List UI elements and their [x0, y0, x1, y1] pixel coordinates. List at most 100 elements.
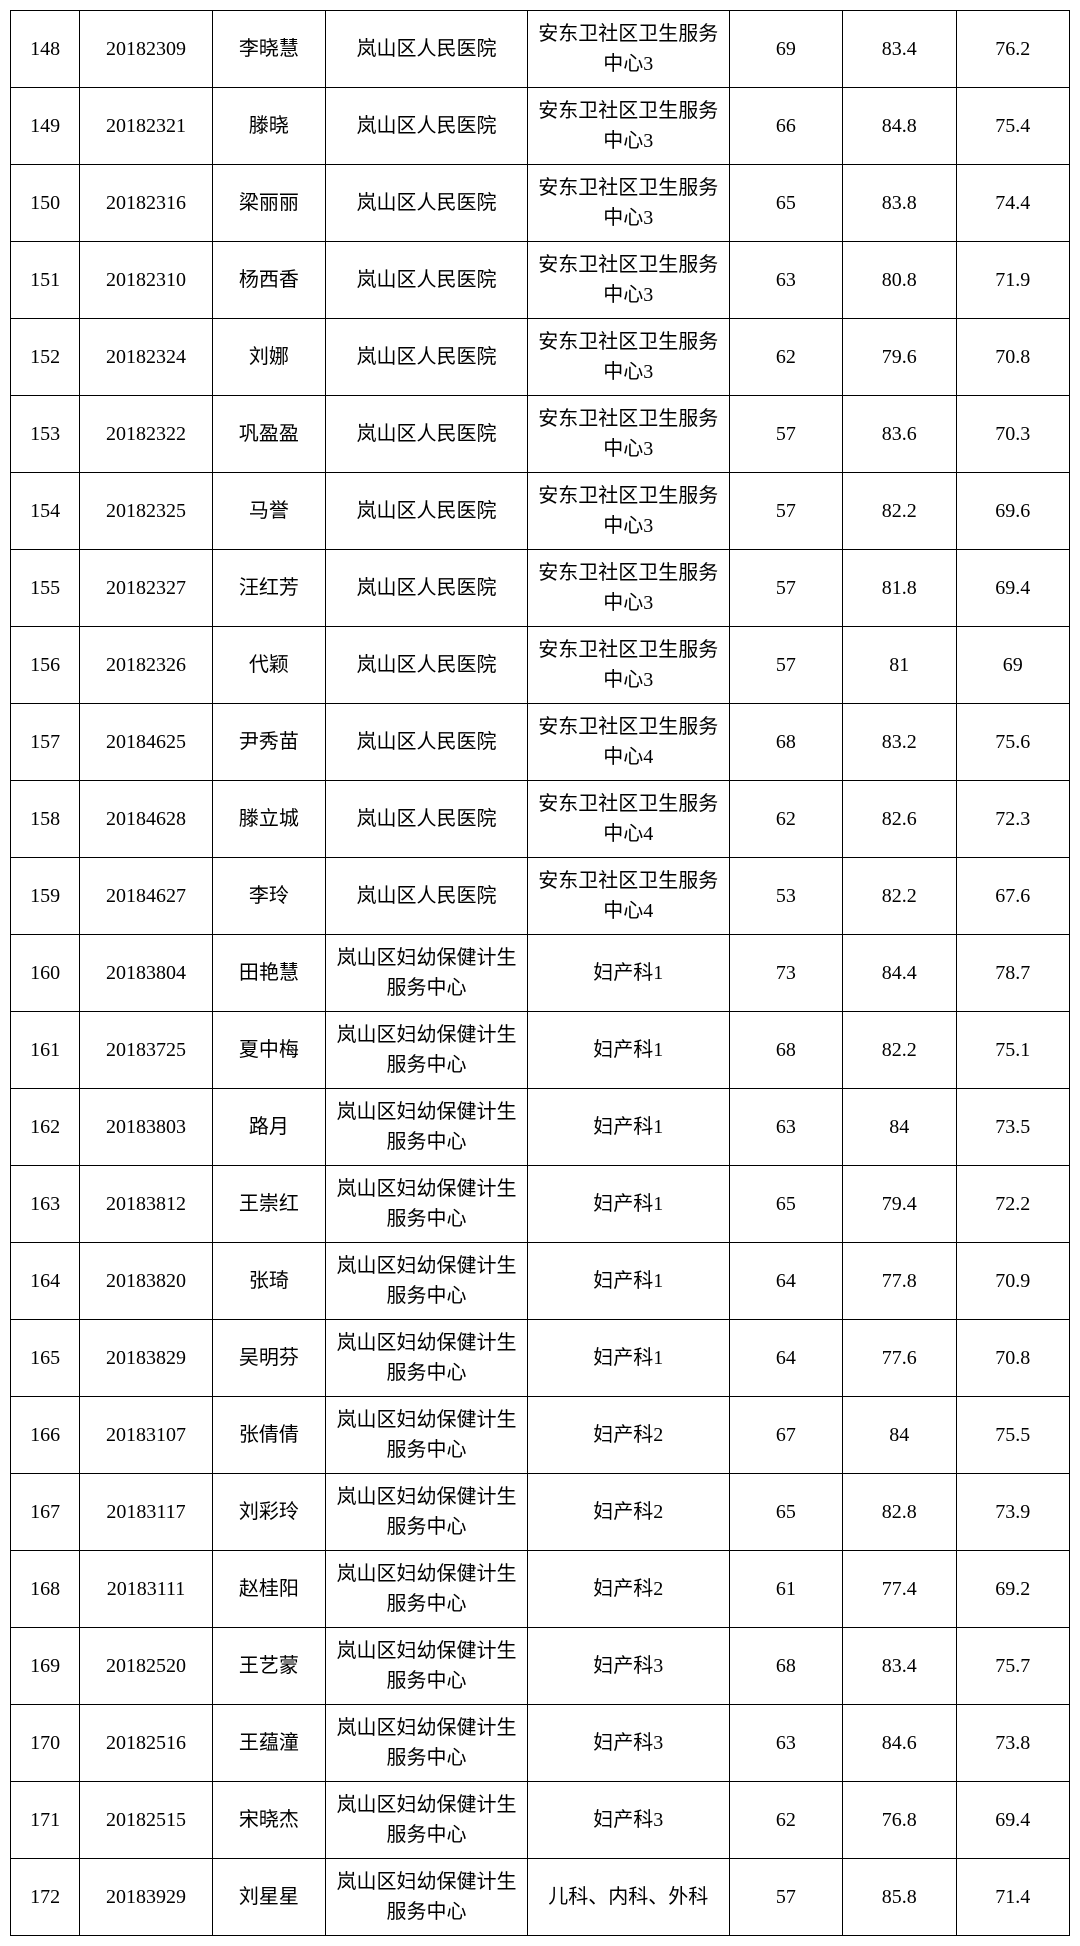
table-cell: 岚山区人民医院: [326, 858, 528, 935]
table-cell: 岚山区妇幼保健计生服务中心: [326, 1089, 528, 1166]
table-cell: 安东卫社区卫生服务中心3: [527, 473, 729, 550]
table-cell: 安东卫社区卫生服务中心3: [527, 11, 729, 88]
table-cell: 74.4: [956, 165, 1070, 242]
table-cell: 73.9: [956, 1474, 1070, 1551]
table-cell: 20183725: [80, 1012, 212, 1089]
table-cell: 马誉: [212, 473, 325, 550]
table-cell: 安东卫社区卫生服务中心3: [527, 550, 729, 627]
table-cell: 安东卫社区卫生服务中心4: [527, 704, 729, 781]
table-cell: 岚山区妇幼保健计生服务中心: [326, 1628, 528, 1705]
table-cell: 73.5: [956, 1089, 1070, 1166]
table-cell: 妇产科1: [527, 935, 729, 1012]
table-cell: 83.2: [843, 704, 956, 781]
table-cell: 65: [729, 1474, 842, 1551]
table-cell: 69.4: [956, 550, 1070, 627]
table-cell: 宋晓杰: [212, 1782, 325, 1859]
table-body: 14820182309李晓慧岚山区人民医院安东卫社区卫生服务中心36983.47…: [11, 11, 1070, 1936]
table-cell: 84.4: [843, 935, 956, 1012]
table-row: 15620182326代颖岚山区人民医院安东卫社区卫生服务中心3578169: [11, 627, 1070, 704]
table-row: 15120182310杨西香岚山区人民医院安东卫社区卫生服务中心36380.87…: [11, 242, 1070, 319]
table-cell: 53: [729, 858, 842, 935]
table-row: 15920184627李玲岚山区人民医院安东卫社区卫生服务中心45382.267…: [11, 858, 1070, 935]
table-cell: 167: [11, 1474, 80, 1551]
table-cell: 61: [729, 1551, 842, 1628]
table-cell: 杨西香: [212, 242, 325, 319]
table-cell: 160: [11, 935, 80, 1012]
table-cell: 岚山区人民医院: [326, 242, 528, 319]
table-cell: 69.6: [956, 473, 1070, 550]
table-cell: 68: [729, 1628, 842, 1705]
table-cell: 152: [11, 319, 80, 396]
table-cell: 85.8: [843, 1859, 956, 1936]
table-row: 14920182321滕晓岚山区人民医院安东卫社区卫生服务中心36684.875…: [11, 88, 1070, 165]
table-cell: 岚山区人民医院: [326, 319, 528, 396]
table-cell: 57: [729, 627, 842, 704]
table-cell: 安东卫社区卫生服务中心3: [527, 627, 729, 704]
table-cell: 岚山区妇幼保健计生服务中心: [326, 1859, 528, 1936]
table-cell: 妇产科1: [527, 1243, 729, 1320]
table-cell: 57: [729, 550, 842, 627]
table-cell: 妇产科1: [527, 1320, 729, 1397]
table-cell: 安东卫社区卫生服务中心3: [527, 88, 729, 165]
table-cell: 153: [11, 396, 80, 473]
table-cell: 72.3: [956, 781, 1070, 858]
table-cell: 150: [11, 165, 80, 242]
table-cell: 57: [729, 1859, 842, 1936]
table-cell: 20182316: [80, 165, 212, 242]
table-cell: 84: [843, 1397, 956, 1474]
table-cell: 岚山区妇幼保健计生服务中心: [326, 1166, 528, 1243]
table-cell: 岚山区人民医院: [326, 627, 528, 704]
table-cell: 安东卫社区卫生服务中心3: [527, 396, 729, 473]
table-cell: 20182309: [80, 11, 212, 88]
table-row: 15320182322巩盈盈岚山区人民医院安东卫社区卫生服务中心35783.67…: [11, 396, 1070, 473]
table-cell: 20182516: [80, 1705, 212, 1782]
table-cell: 刘星星: [212, 1859, 325, 1936]
table-row: 16920182520王艺蒙岚山区妇幼保健计生服务中心妇产科36883.475.…: [11, 1628, 1070, 1705]
table-cell: 83.4: [843, 11, 956, 88]
table-cell: 梁丽丽: [212, 165, 325, 242]
table-cell: 20182324: [80, 319, 212, 396]
table-cell: 夏中梅: [212, 1012, 325, 1089]
table-row: 15420182325马誉岚山区人民医院安东卫社区卫生服务中心35782.269…: [11, 473, 1070, 550]
table-cell: 148: [11, 11, 80, 88]
table-cell: 68: [729, 1012, 842, 1089]
table-cell: 166: [11, 1397, 80, 1474]
table-cell: 岚山区人民医院: [326, 165, 528, 242]
table-cell: 20182325: [80, 473, 212, 550]
table-cell: 儿科、内科、外科: [527, 1859, 729, 1936]
table-cell: 75.7: [956, 1628, 1070, 1705]
table-row: 16020183804田艳慧岚山区妇幼保健计生服务中心妇产科17384.478.…: [11, 935, 1070, 1012]
table-cell: 岚山区人民医院: [326, 704, 528, 781]
table-cell: 王蕴潼: [212, 1705, 325, 1782]
table-cell: 岚山区妇幼保健计生服务中心: [326, 1320, 528, 1397]
table-cell: 79.6: [843, 319, 956, 396]
table-cell: 158: [11, 781, 80, 858]
table-cell: 168: [11, 1551, 80, 1628]
table-cell: 75.1: [956, 1012, 1070, 1089]
table-cell: 安东卫社区卫生服务中心3: [527, 242, 729, 319]
table-cell: 70.8: [956, 1320, 1070, 1397]
table-cell: 20183117: [80, 1474, 212, 1551]
table-cell: 吴明芬: [212, 1320, 325, 1397]
table-cell: 田艳慧: [212, 935, 325, 1012]
table-cell: 163: [11, 1166, 80, 1243]
table-cell: 安东卫社区卫生服务中心3: [527, 165, 729, 242]
table-cell: 70.9: [956, 1243, 1070, 1320]
results-table: 14820182309李晓慧岚山区人民医院安东卫社区卫生服务中心36983.47…: [10, 10, 1070, 1936]
table-cell: 161: [11, 1012, 80, 1089]
table-cell: 63: [729, 242, 842, 319]
table-cell: 尹秀苗: [212, 704, 325, 781]
table-cell: 78.7: [956, 935, 1070, 1012]
table-cell: 20183804: [80, 935, 212, 1012]
table-row: 15820184628滕立城岚山区人民医院安东卫社区卫生服务中心46282.67…: [11, 781, 1070, 858]
table-cell: 岚山区人民医院: [326, 550, 528, 627]
table-cell: 妇产科2: [527, 1474, 729, 1551]
table-cell: 162: [11, 1089, 80, 1166]
table-cell: 20182515: [80, 1782, 212, 1859]
table-cell: 滕晓: [212, 88, 325, 165]
table-cell: 77.6: [843, 1320, 956, 1397]
table-cell: 171: [11, 1782, 80, 1859]
table-cell: 65: [729, 1166, 842, 1243]
table-cell: 82.8: [843, 1474, 956, 1551]
table-row: 16120183725夏中梅岚山区妇幼保健计生服务中心妇产科16882.275.…: [11, 1012, 1070, 1089]
